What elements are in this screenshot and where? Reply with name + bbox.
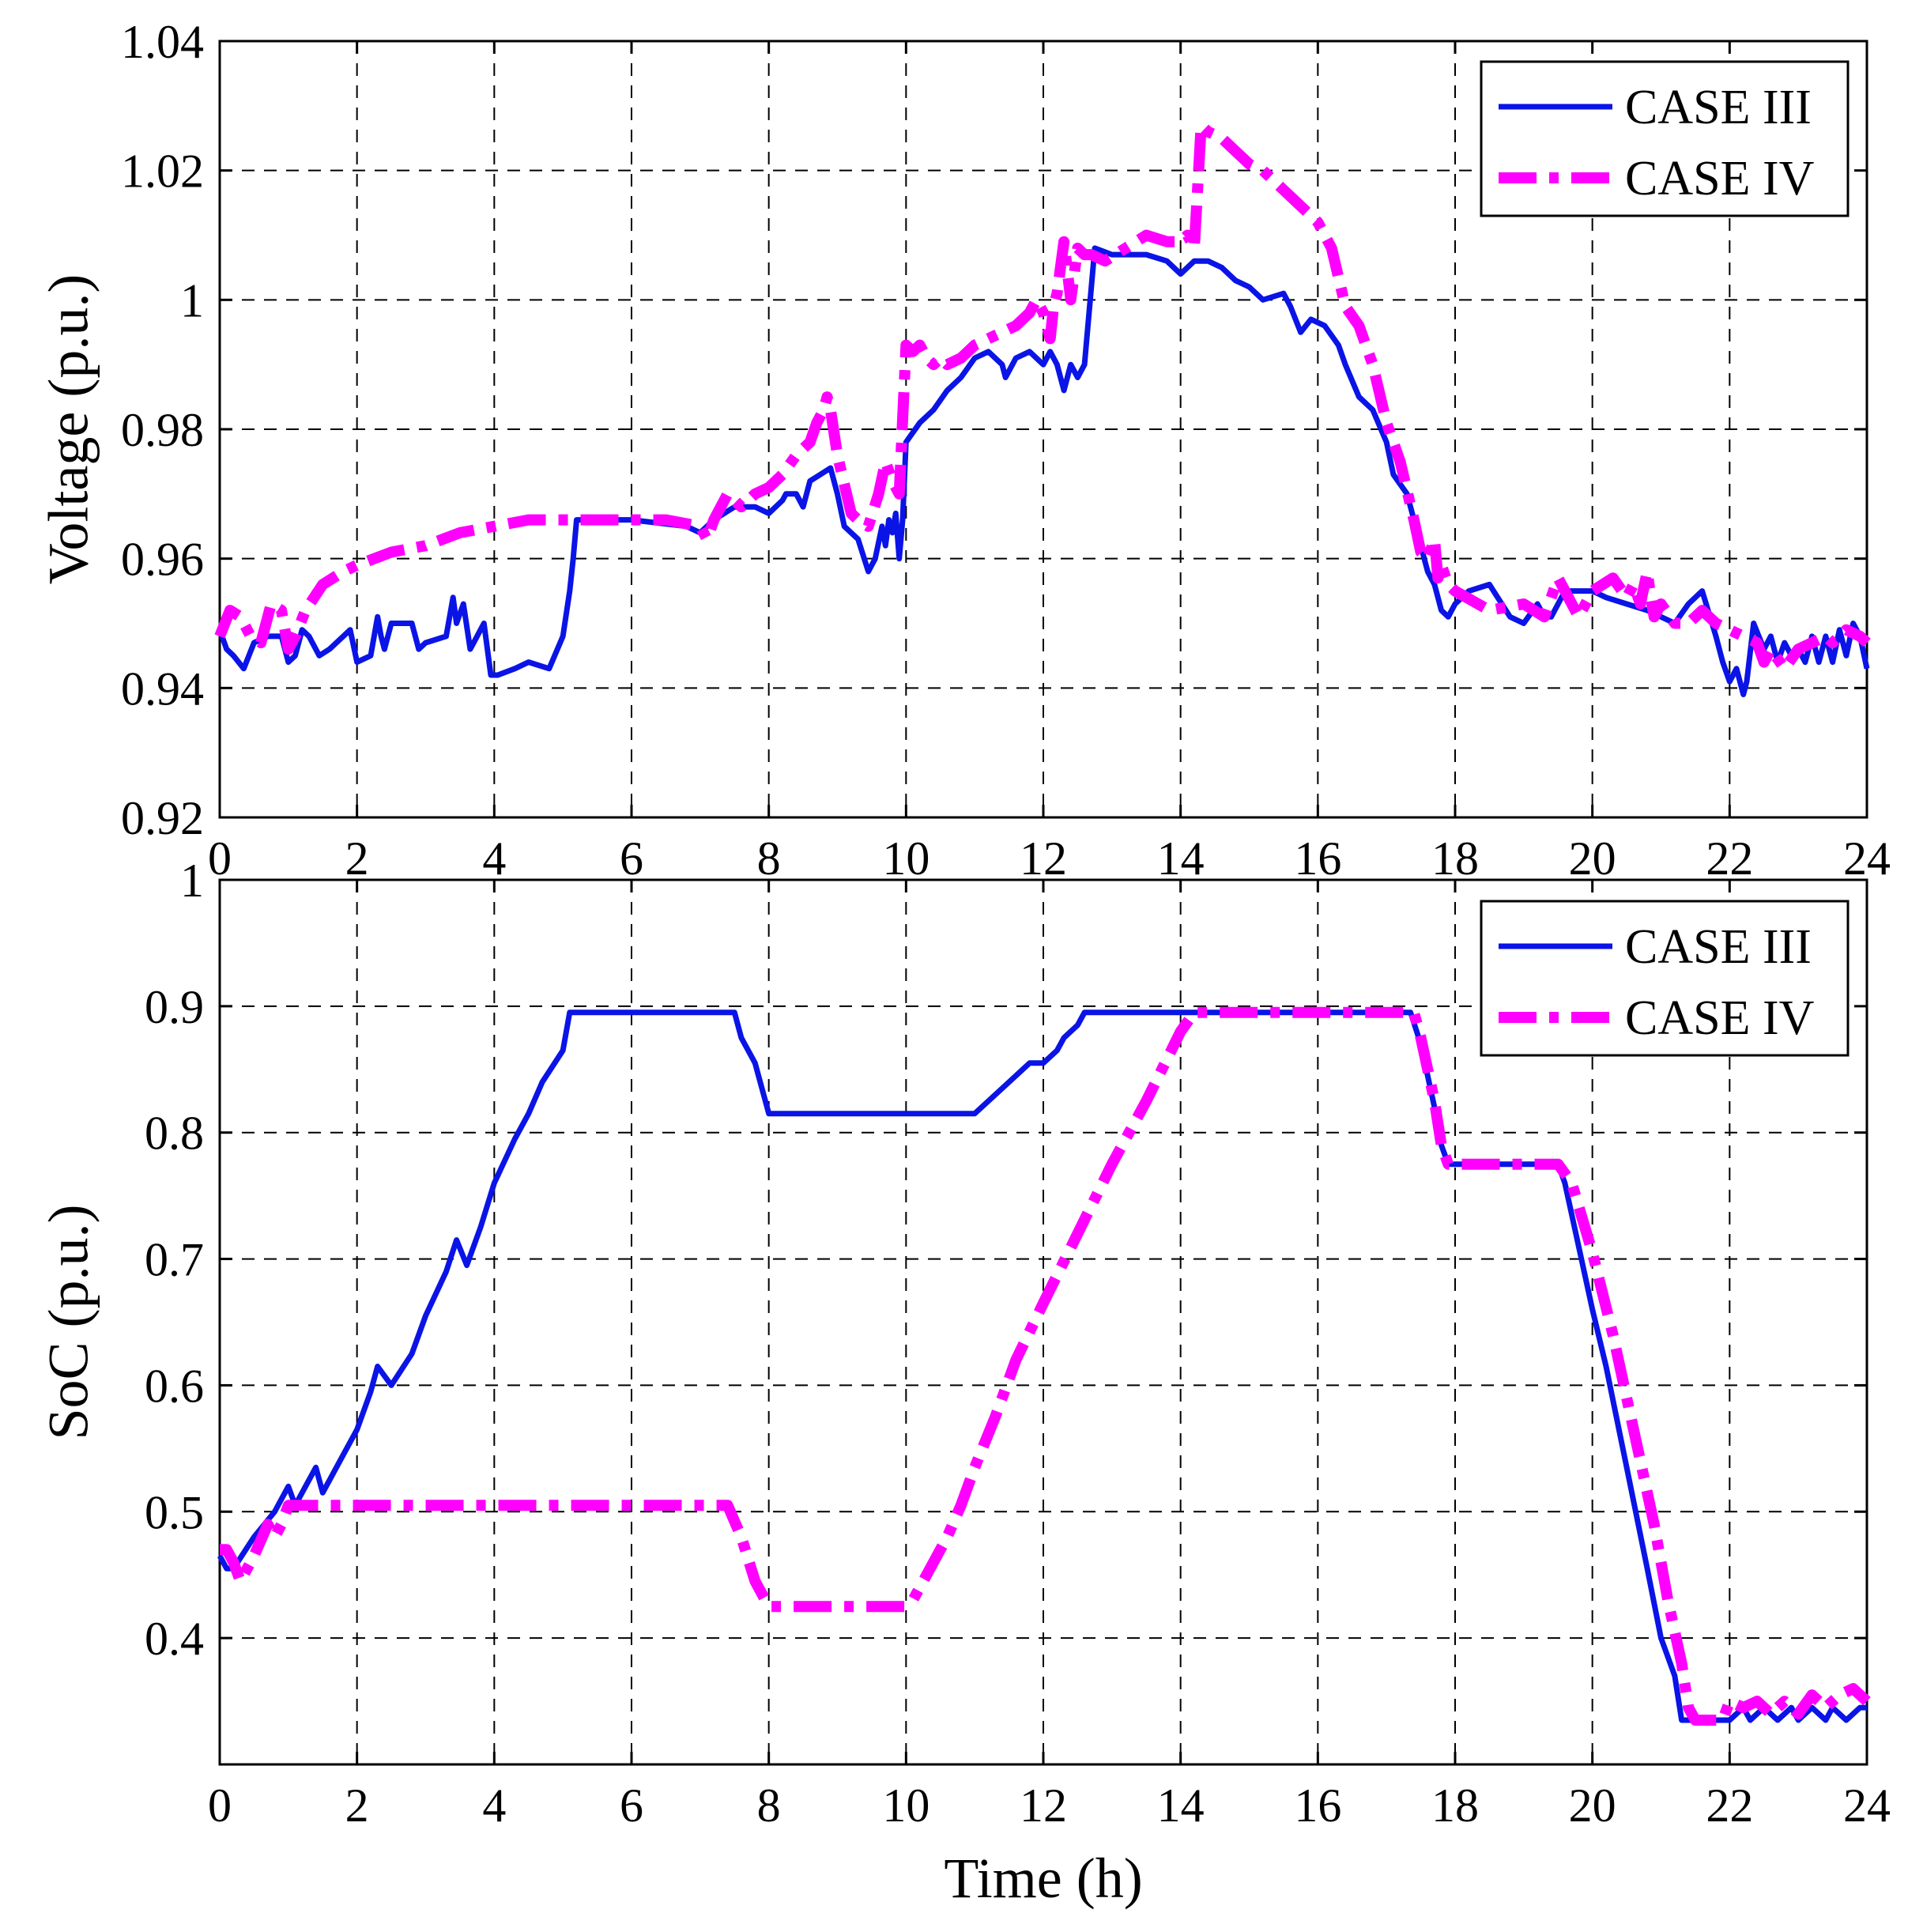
x-tick-label: 2	[345, 1779, 369, 1832]
y-tick-label: 0.6	[145, 1360, 204, 1412]
voltage-legend: CASE III CASE IV	[1480, 60, 1850, 217]
series-line-case-iv	[220, 1006, 1871, 1726]
soc-lines	[217, 1006, 1871, 1726]
x-tick-label: 12	[1020, 832, 1067, 885]
soc-panel: 0 2 4 6 8 10 12 14 16 18 20 22 24 0.40.50.60.70.80.9…	[37, 855, 1891, 1910]
time-x-axis-label: Time (h)	[944, 1847, 1142, 1910]
x-tick-label: 4	[482, 832, 506, 885]
soc-legend-label-case-iv: CASE IV	[1625, 991, 1815, 1045]
soc-legend-label-case-iii: CASE III	[1625, 920, 1812, 974]
x-tick-label: 24	[1843, 1779, 1891, 1832]
x-tick-label: 8	[757, 1779, 781, 1832]
x-tick-label: 10	[882, 1779, 929, 1832]
y-tick-label: 1.04	[121, 16, 204, 68]
voltage-x-ticks: 0 2 4 6 8 10 12 14 16 18 20 22 24	[208, 41, 1891, 885]
x-tick-label: 0	[208, 1779, 232, 1832]
y-tick-label: 1	[180, 274, 204, 326]
x-tick-label: 16	[1294, 832, 1341, 885]
voltage-legend-label-case-iii: CASE III	[1625, 81, 1812, 134]
y-tick-label: 0.98	[121, 404, 204, 456]
y-tick-label: 1.02	[121, 145, 204, 198]
x-tick-label: 2	[345, 832, 369, 885]
y-tick-label: 0.96	[121, 534, 204, 586]
y-tick-label: 0.5	[145, 1486, 204, 1538]
soc-y-ticks: 0.4 0.5 0.6 0.7 0.8 0.9 1	[145, 855, 1867, 1665]
voltage-lines	[214, 119, 1871, 697]
x-tick-label: 4	[482, 1779, 506, 1832]
voltage-y-axis-label: Voltage (p.u.)	[37, 274, 100, 585]
y-tick-label: 0.8	[145, 1108, 204, 1160]
x-tick-label: 18	[1431, 1779, 1479, 1832]
series-line-case-iv	[214, 119, 1871, 674]
x-tick-label: 22	[1706, 1779, 1753, 1832]
voltage-panel: 0 2 4 6 8 10 12 14 16 18 20 22 24 0.920.940.960.9811…	[37, 16, 1891, 885]
x-tick-label: 24	[1843, 832, 1891, 885]
x-tick-label: 6	[620, 1779, 643, 1832]
x-tick-label: 20	[1569, 1779, 1616, 1832]
x-tick-label: 14	[1157, 1779, 1205, 1832]
y-tick-label: 0.92	[121, 792, 204, 844]
y-tick-label: 1	[180, 855, 204, 907]
x-tick-label: 10	[882, 832, 929, 885]
soc-y-axis-label: SoC (p.u.)	[37, 1204, 100, 1440]
y-tick-label: 0.9	[145, 981, 204, 1033]
voltage-legend-label-case-iv: CASE IV	[1625, 152, 1815, 206]
x-tick-label: 16	[1294, 1779, 1341, 1832]
x-tick-label: 22	[1706, 832, 1753, 885]
voltage-y-ticks: 0.92 0.94 0.96 0.98 1 1.02 1.04	[121, 16, 1867, 844]
y-tick-label: 0.94	[121, 662, 204, 715]
x-tick-label: 20	[1569, 832, 1616, 885]
y-tick-label: 0.4	[145, 1613, 204, 1665]
series-line-case-iii	[217, 245, 1870, 697]
x-tick-label: 18	[1431, 832, 1479, 885]
voltage-legend-box	[1480, 60, 1850, 217]
x-tick-label: 0	[208, 832, 232, 885]
y-tick-label: 0.7	[145, 1234, 204, 1286]
x-tick-label: 14	[1157, 832, 1205, 885]
x-tick-label: 8	[757, 832, 781, 885]
soc-legend: CASE III CASE IV	[1480, 900, 1850, 1057]
x-tick-label: 12	[1020, 1779, 1067, 1832]
x-tick-label: 6	[620, 832, 643, 885]
soc-legend-box	[1480, 900, 1850, 1057]
soc-x-ticks: 0 2 4 6 8 10 12 14 16 18 20 22 24	[208, 880, 1891, 1832]
